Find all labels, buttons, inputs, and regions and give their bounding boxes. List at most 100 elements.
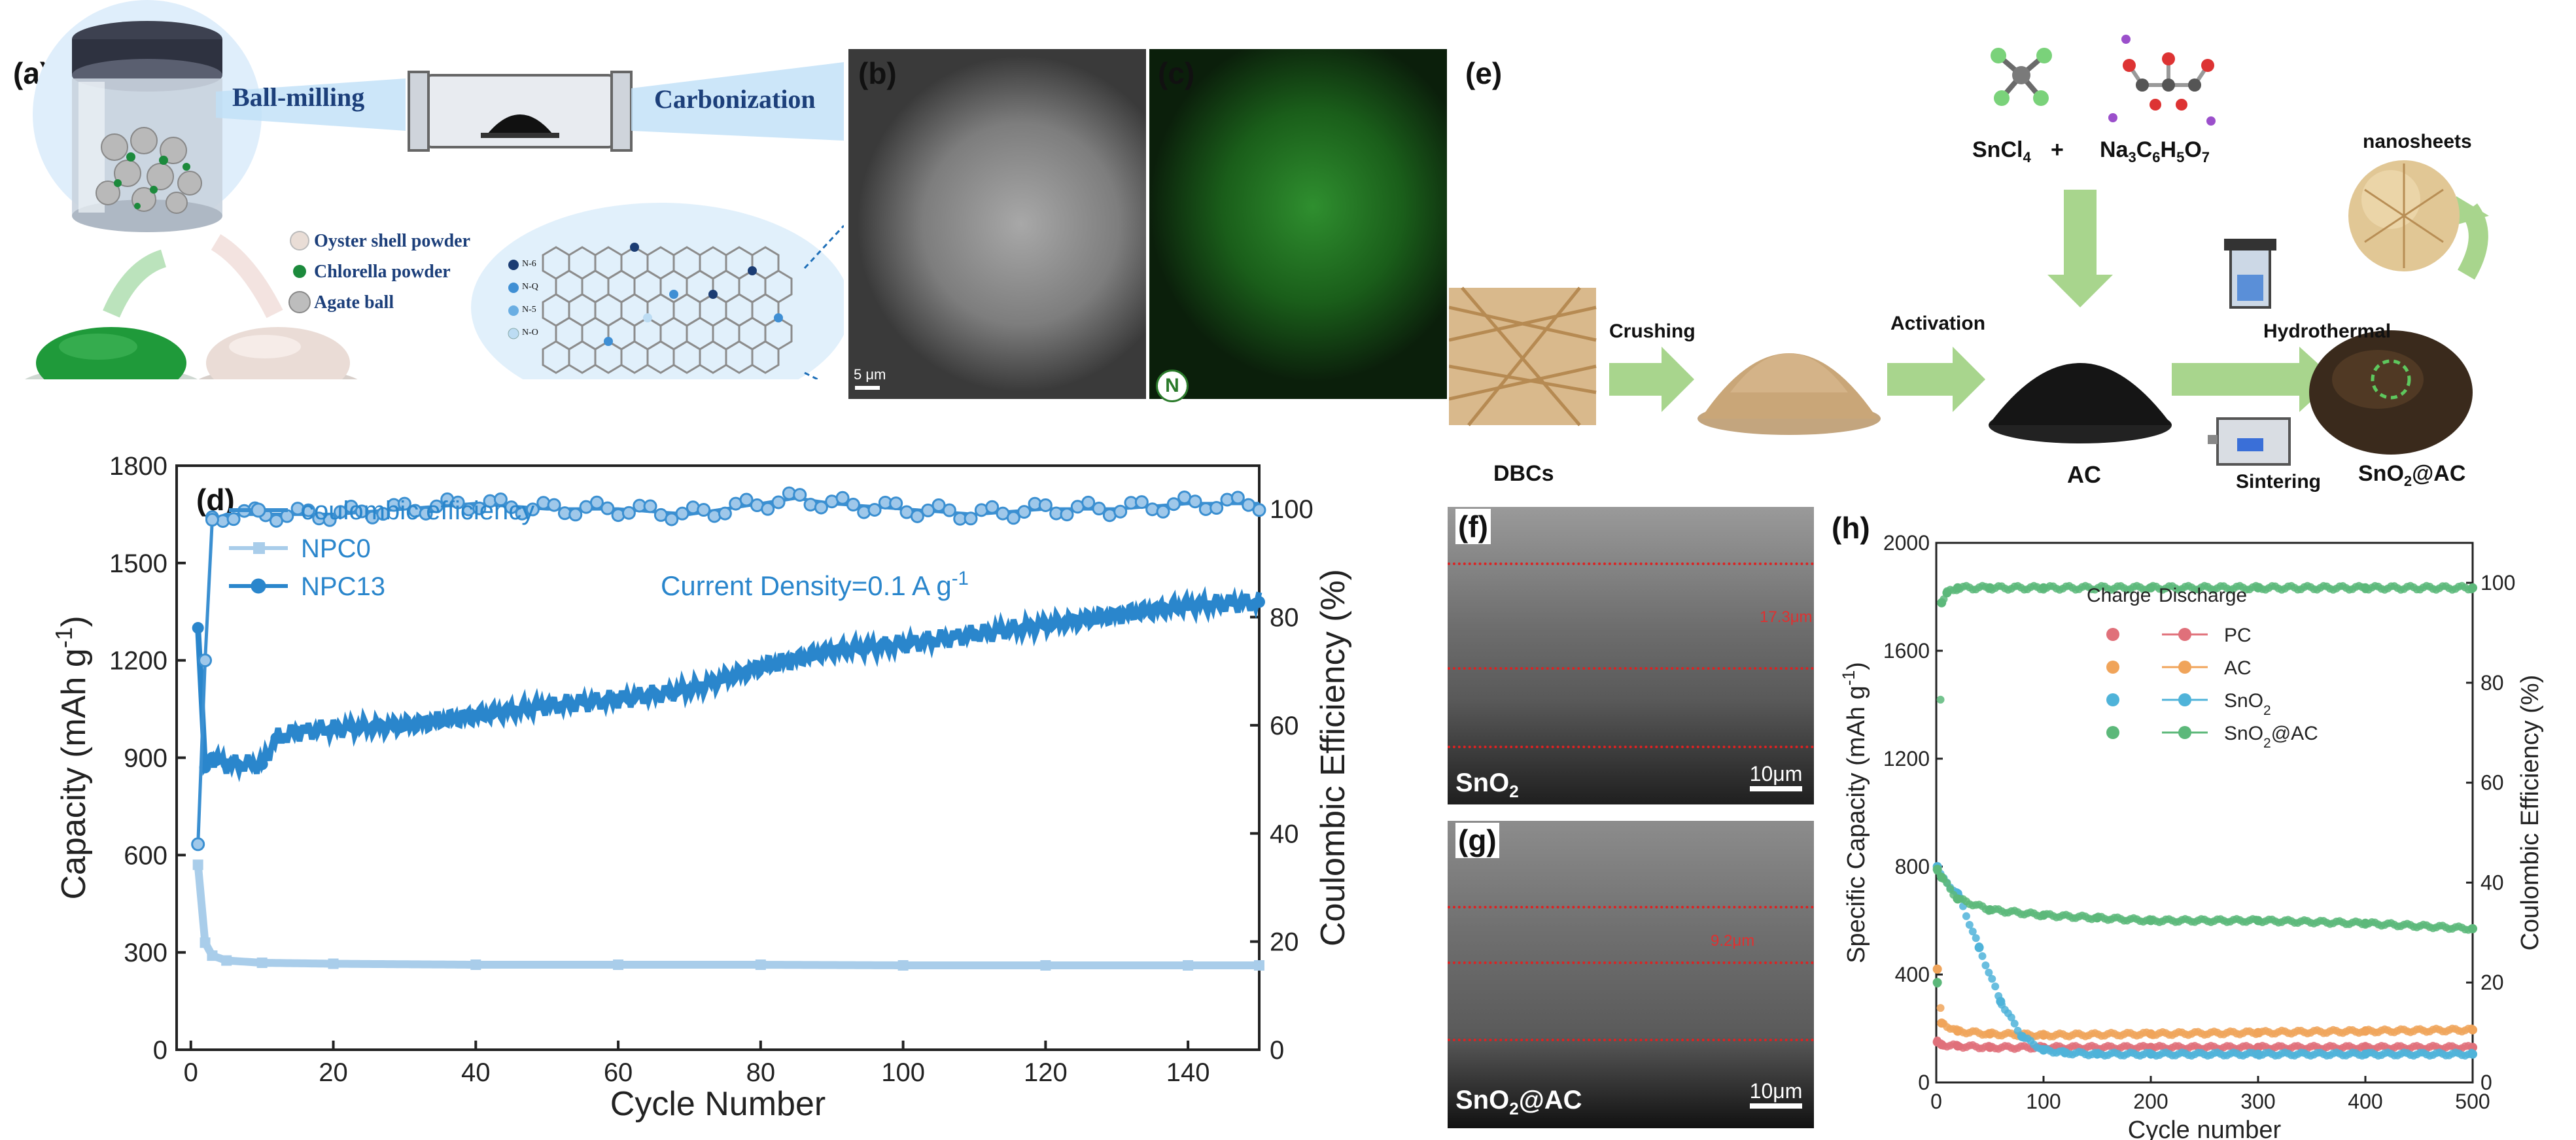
ce-point [1210,501,1224,515]
sno2-ac-composite-icon [2309,330,2473,455]
furnace-e-icon [2208,417,2291,466]
npc0-point [328,958,339,969]
activated-carbon-icon [1989,363,2172,443]
ce-point [846,498,860,512]
series-data-h-2 [2093,1049,2102,1059]
series-data-h-1 [1953,1026,1962,1036]
legend-label-d-1: NPC0 [301,534,371,563]
series-data-h-2 [2146,1049,2155,1059]
y2-tick-label-d-1: 20 [1270,928,1299,957]
npc0-point [897,960,909,971]
series-data-h-0 [1937,1040,1947,1050]
y-tick-label-d-4: 1200 [109,647,167,676]
series-data-h-3 [1932,865,1942,874]
series-data-h-4 [1985,583,1994,593]
ce-point [964,511,978,526]
ce-point [226,512,241,527]
x-tick-label-d-1: 20 [319,1058,348,1087]
ce-point [1252,503,1266,517]
ce-point [814,500,828,515]
ce-point [1113,504,1128,519]
y-tick-label-h-1: 400 [1895,963,1930,986]
x-tick-label-d-7: 140 [1166,1058,1210,1087]
ce-point [1230,491,1245,505]
panel-e-illustration [1449,35,2489,466]
ce-point [1242,498,1256,512]
y-tick-label-d-0: 0 [153,1036,167,1065]
ce-point [718,506,732,521]
ce-point [1188,494,1202,509]
ce-point [451,495,465,510]
ce-point [301,503,315,517]
scale-bar-g: 10μm [1747,1079,1805,1111]
sem-image-b [848,49,1146,399]
ce-point [921,503,935,517]
npc13-point [1111,609,1123,621]
x-tick-label-d-5: 100 [881,1058,925,1087]
legend-label-h-1: AC [2224,657,2252,679]
dopant-label-2: N-Q [522,282,538,292]
ce-point [761,502,775,516]
hydrothermal-label: Hydrothermal [2263,320,2392,342]
ce-point [931,498,946,512]
activation-label: Activation [1890,313,1986,334]
y2-tick-label-d-5: 100 [1270,495,1314,524]
bamboo-powder-icon [1697,353,1881,435]
npc0-point [192,859,203,871]
y2-tick-label-h-3: 60 [2480,771,2504,795]
nanosheets-label: nanosheets [2363,131,2472,152]
legend-discharge-marker-3 [2178,726,2191,739]
legend-discharge-marker-0 [2178,628,2191,641]
thickness-label-g: 9.2μm [1711,932,1755,950]
y2-tick-label-h-2: 40 [2480,871,2504,894]
ce-point [525,502,540,517]
series-data-h-2 [2039,1045,2048,1055]
thickness-line-g-mid [1448,961,1814,964]
series-data-h-1 [2468,1025,2477,1035]
dbcs-label: DBCs [1493,461,1554,486]
npc13-point [1253,596,1265,608]
series-point-h-2 [1972,934,1980,942]
series-point-h-3 [1946,885,1955,893]
chart-h: 0 100 200 300 400 500040080012001600200002040… [1839,531,2544,1140]
series-npc13-line [195,586,1262,782]
series-data-h-3 [2093,913,2102,923]
series-npc0-line [194,864,1259,970]
x-tick-label-h-3: 300 [2240,1090,2275,1113]
npc13-point [398,719,411,731]
ce-point [1092,502,1106,516]
ce-point [429,499,444,513]
ce-point [322,513,337,527]
sem-cross-section-g [1448,821,1814,1128]
material-label-g: SnO2@AC [1455,1086,1582,1118]
panel-label-e: (e) [1465,56,1503,90]
y-tick-label-h-5: 2000 [1883,531,1930,555]
npc13-point [220,758,233,770]
x-tick-label-d-6: 120 [1024,1058,1068,1087]
x-tick-label-d-3: 60 [604,1058,633,1087]
ball-milling-label: Ball-milling [232,82,365,112]
dopant-label-1: N-6 [522,259,536,269]
y-tick-label-d-1: 300 [124,939,167,967]
material-label-f: SnO2 [1455,769,1519,801]
thickness-line-g-bot [1448,1039,1814,1041]
oyster-powder-icon [198,327,358,379]
x-tick-label-d-2: 40 [461,1058,491,1087]
npc13-point [206,751,218,764]
y2-tick-label-h-5: 100 [2480,571,2515,595]
ce-point-early [198,653,213,668]
ce-point [835,491,850,505]
ce-point [1134,495,1149,510]
legend-header-charge: Charge [2087,585,2151,606]
bamboo-fibers-icon [1449,286,1597,426]
series-data-h-3 [2361,918,2370,928]
plus-label: + [2051,137,2064,162]
chart-d: 0 20 40 60 80 100 120 1400300600900120015001800… [50,452,1353,1123]
oyster-shell-legend: Oyster shell powder [314,231,471,251]
sintering-label: Sintering [2236,471,2322,492]
furnace-icon [408,71,633,152]
series-data-h-1 [1932,964,1942,974]
series-point-h-2 [1968,927,1977,936]
series-data-h-1 [2039,1030,2048,1040]
series-data-h-3 [2039,910,2048,920]
